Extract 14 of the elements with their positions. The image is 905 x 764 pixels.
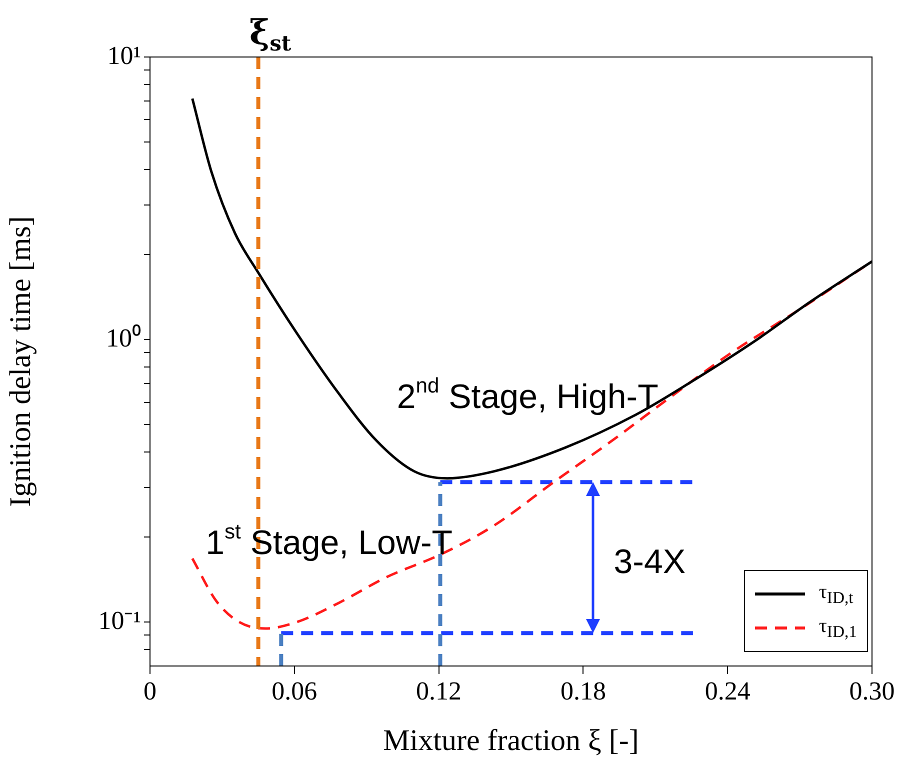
x-tick-label: 0.24 <box>704 676 750 706</box>
y-tick-label: 10⁰ <box>106 323 141 352</box>
legend-label: τ$_{ID,1}$ <box>818 614 857 642</box>
x-tick-label: 0.18 <box>560 676 606 706</box>
annotation: 3-4X <box>614 543 686 582</box>
x-tick-label: 0.12 <box>416 676 462 706</box>
x-tick-label: 0 <box>144 676 156 706</box>
x-tick-label: 0.06 <box>272 676 318 706</box>
legend-label: τ$_{ID,t}$ <box>818 580 854 608</box>
y-axis-title: Ignition delay time [ms] <box>4 216 37 507</box>
y-tick-label: 10⁻¹ <box>98 606 141 636</box>
x-axis-title: Mixture fraction ξ [-] <box>383 724 639 757</box>
y-tick-label: 10¹ <box>107 40 141 70</box>
x-tick-label: 0.30 <box>849 676 895 706</box>
